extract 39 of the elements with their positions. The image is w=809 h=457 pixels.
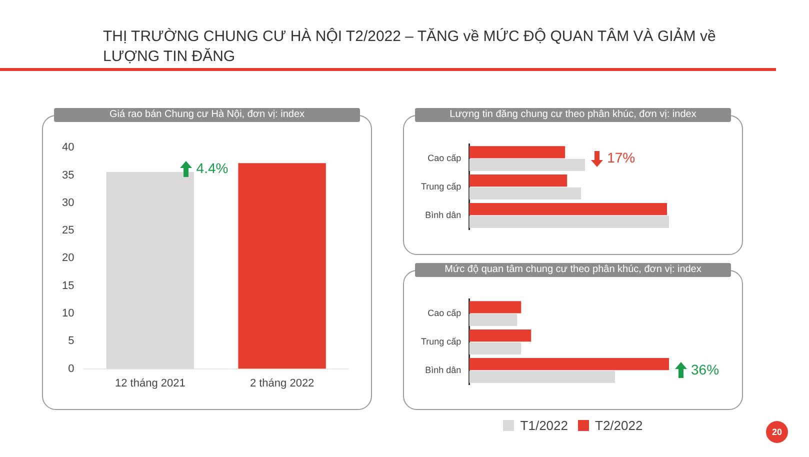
bar — [469, 216, 669, 228]
y-tick-label: 5 — [68, 335, 74, 348]
y-tick-label: 10 — [62, 308, 74, 320]
y-tick-label: Cao cấp — [428, 153, 462, 164]
bar — [469, 202, 667, 216]
annotation: 17% — [607, 149, 636, 166]
x-tick-label: 2 tháng 2022 — [250, 377, 314, 390]
bar — [469, 146, 566, 158]
bar — [469, 187, 582, 200]
y-tick-label: Trung cấp — [420, 181, 462, 192]
bar — [469, 370, 616, 383]
y-tick-label: Bình dân — [425, 210, 462, 220]
legend-label: T1/2022 — [520, 418, 568, 433]
bar — [469, 330, 532, 342]
y-tick-label: 30 — [62, 196, 74, 209]
chart-title: Lượng tin đăng chung cư theo phân khúc, đơn vị: index — [415, 108, 731, 122]
chart-title: Mức độ quan tâm chung cư theo phân khúc, đơn vị: index — [415, 263, 731, 277]
bar — [469, 358, 669, 370]
y-tick-label: 20 — [62, 252, 74, 264]
y-tick-label: 25 — [62, 224, 74, 237]
annotation: 36% — [691, 361, 720, 378]
y-tick-label: Trung cấp — [420, 336, 462, 346]
y-tick-label: 0 — [68, 362, 74, 375]
bar — [469, 158, 586, 172]
legend-label: T2/2022 — [595, 418, 643, 433]
chart-title: Giá rao bán Chung cư Hà Nội, đơn vị: index — [54, 108, 360, 122]
bar — [469, 301, 522, 314]
bar — [469, 342, 522, 354]
y-tick-label: 35 — [62, 169, 74, 182]
y-tick-label: 40 — [62, 142, 74, 154]
bar — [469, 314, 518, 326]
annotation: 4.4% — [196, 160, 228, 176]
text: THỊ TRƯỜNG CHUNG CƯ HÀ NỘI T2/2022 – TĂNG về MỨC ĐỘ QUAN TÂM VÀ GIẢM về LƯỢNG TIN ĐĂNG — [103, 27, 717, 67]
y-tick-label: Bình dân — [425, 364, 462, 375]
bar — [469, 174, 568, 187]
x-tick-label: 12 tháng 2021 — [114, 377, 186, 390]
text: 20 — [766, 421, 788, 443]
y-tick-label: 15 — [62, 280, 74, 292]
y-tick-label: Cao cấp — [428, 308, 462, 318]
